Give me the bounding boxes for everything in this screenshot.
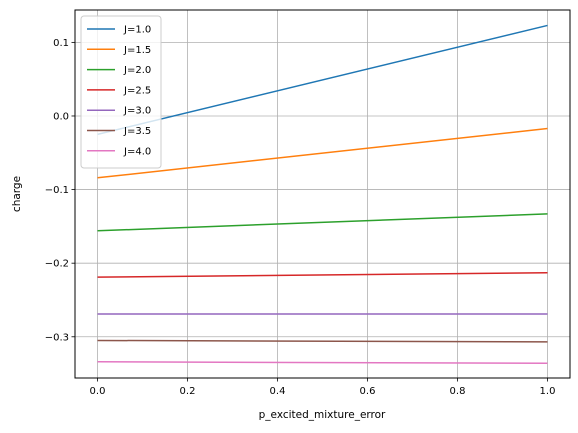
legend-label: J=1.5 (123, 45, 151, 56)
x-tick-label: 0.2 (180, 386, 196, 397)
y-axis-ticks: −0.3 −0.2 −0.1 0.0 0.1 (45, 38, 75, 343)
x-axis-ticks: 0.0 0.2 0.4 0.6 0.8 1.0 (90, 378, 556, 397)
legend-label: J=2.0 (123, 65, 151, 76)
x-tick-label: 1.0 (540, 386, 556, 397)
legend-label: J=2.5 (123, 85, 151, 96)
y-tick-label: 0.0 (53, 111, 69, 122)
legend-items: J=1.0 J=1.5 J=2.0 J=2.5 J=3.0 J=3.5 J=4.0 (87, 25, 151, 157)
y-axis-label: charge (11, 176, 23, 212)
series-lines (97, 24, 548, 365)
x-tick-label: 0.0 (90, 386, 106, 397)
series-line-j-2-5 (97, 272, 548, 278)
legend-label: J=3.5 (123, 126, 151, 137)
x-axis-label: p_excited_mixture_error (259, 409, 386, 421)
series-line-j-1-5 (97, 127, 548, 179)
series-line-j-2-0 (97, 213, 548, 232)
legend-label: J=4.0 (123, 146, 151, 157)
legend-label: J=1.0 (123, 25, 151, 36)
legend-label: J=3.0 (123, 106, 151, 117)
plot-frame (74, 9, 571, 379)
x-tick-label: 0.4 (270, 386, 286, 397)
x-tick-label: 0.8 (450, 386, 466, 397)
y-tick-label: −0.2 (45, 259, 69, 270)
y-tick-label: −0.3 (45, 332, 69, 343)
series-line-j-1-0 (97, 24, 548, 136)
x-tick-label: 0.6 (360, 386, 376, 397)
series-line-j-3-5 (97, 339, 548, 343)
legend: J=1.0 J=1.5 J=2.0 J=2.5 J=3.0 J=3.5 J=4.0 (80, 15, 162, 169)
y-tick-label: 0.1 (53, 38, 69, 49)
series-line-j-4-0 (97, 361, 548, 365)
y-tick-label: −0.1 (45, 185, 69, 196)
